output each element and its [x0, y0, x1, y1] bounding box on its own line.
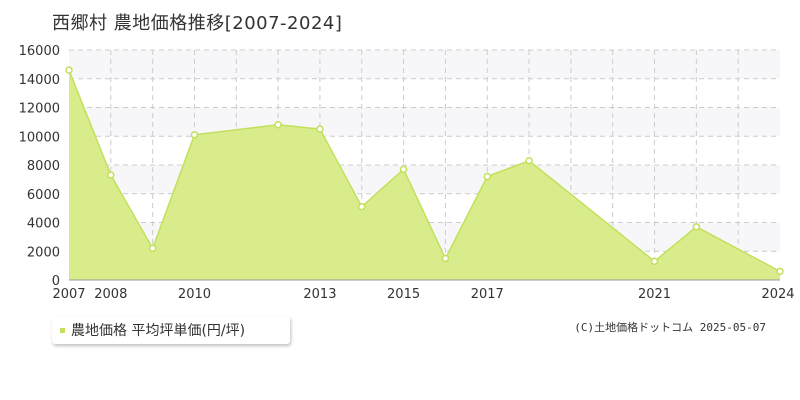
data-point	[190, 131, 199, 139]
legend: 農地価格 平均坪単価(円/坪)	[52, 316, 290, 344]
x-tick-label: 2021	[638, 287, 671, 302]
x-tick-label: 2015	[387, 287, 420, 302]
copyright-credit: (C)土地価格ドットコム 2025-05-07	[574, 321, 766, 334]
x-tick-label: 2013	[303, 287, 336, 302]
legend-swatch	[60, 327, 65, 333]
y-tick-label: 6000	[27, 188, 60, 203]
legend-label: 農地価格 平均坪単価(円/坪)	[71, 323, 246, 339]
data-point	[483, 172, 491, 181]
x-tick-label: 2007	[52, 287, 85, 302]
series-line	[68, 69, 781, 273]
y-tick-label: 0	[52, 274, 60, 289]
data-point	[399, 165, 408, 174]
chart-title: 西郷村 農地価格推移[2007-2024]	[52, 13, 343, 34]
x-tick-label: 2008	[94, 287, 127, 302]
data-point	[316, 125, 324, 133]
data-point	[776, 267, 784, 276]
y-tick-label: 4000	[27, 217, 60, 232]
data-point	[107, 171, 115, 179]
x-tick-label: 2017	[471, 287, 504, 302]
data-point	[274, 121, 282, 129]
y-tick-label: 10000	[19, 130, 60, 145]
y-tick-label: 2000	[27, 245, 60, 260]
data-point	[441, 254, 450, 263]
x-tick-labels: 2007 2008 2010 2013 2015 2017 2021 2024	[52, 287, 794, 302]
background-band	[69, 50, 780, 79]
y-tick-label: 14000	[19, 73, 60, 88]
data-point	[358, 202, 366, 211]
x-tick-label: 2010	[178, 287, 211, 302]
y-tick-label: 8000	[27, 159, 60, 174]
data-point	[148, 244, 157, 253]
x-tick-label: 2024	[761, 287, 794, 302]
data-point	[525, 156, 533, 165]
series-area	[69, 70, 780, 280]
y-tick-label: 16000	[19, 44, 60, 59]
background-band	[69, 107, 780, 137]
data-point	[650, 257, 659, 266]
y-tick-label: 12000	[19, 102, 60, 117]
data-points	[65, 66, 784, 276]
y-tick-labels: 0 2000 4000 6000 8000 10000 12000 14000 16000	[19, 44, 60, 289]
data-point	[692, 223, 701, 231]
data-point	[65, 66, 73, 74]
